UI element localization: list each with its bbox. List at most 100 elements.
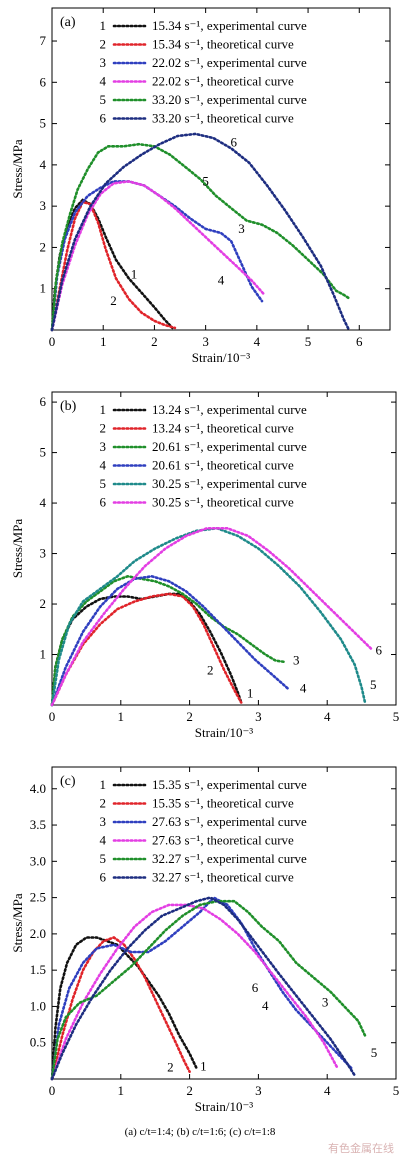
y-tick-label: 1.5 (30, 962, 46, 977)
series-line-6 (50, 527, 374, 707)
legend-entry: 32.27 s⁻¹, experimental curve (152, 851, 307, 866)
legend-number: 2 (100, 421, 107, 436)
curve-label: 1 (131, 266, 138, 281)
legend-number: 6 (100, 870, 107, 885)
legend-number: 2 (100, 37, 107, 52)
y-tick-label: 1 (40, 647, 47, 662)
curve-label: 6 (231, 134, 238, 149)
x-tick-label: 3 (255, 709, 262, 724)
y-axis-label: Stress/MPa (10, 519, 25, 578)
curve-label: 1 (247, 685, 254, 700)
y-tick-label: 2 (40, 596, 47, 611)
x-tick-label: 1 (118, 1083, 125, 1098)
legend-number: 5 (100, 851, 107, 866)
legend-number: 6 (100, 111, 107, 126)
legend-number: 5 (100, 476, 107, 491)
curve-label: 4 (262, 998, 269, 1013)
legend-entry: 13.24 s⁻¹, theoretical curve (152, 421, 294, 436)
series-line-2 (50, 200, 177, 332)
series-line-5 (50, 142, 352, 332)
legend-number: 3 (100, 814, 107, 829)
y-tick-label: 5 (40, 445, 47, 460)
curve-label: 2 (110, 293, 117, 308)
x-tick-label: 0 (49, 709, 56, 724)
x-tick-label: 5 (393, 1083, 400, 1098)
curve-label: 2 (207, 663, 214, 678)
y-tick-label: 5 (40, 116, 47, 131)
series-line-3 (50, 180, 264, 332)
curve-label: 6 (252, 980, 259, 995)
plot-frame (51, 7, 391, 331)
legend-number: 1 (100, 402, 107, 417)
x-tick-label: 0 (49, 1083, 56, 1098)
plot-frame (51, 766, 397, 1080)
legend-number: 3 (100, 439, 107, 454)
x-axis-label: Strain/10⁻³ (195, 1099, 254, 1114)
y-tick-label: 3.5 (30, 817, 46, 832)
y-tick-label: 3 (40, 198, 47, 213)
series-line-4 (50, 574, 291, 707)
watermark: 有色金属在线 (328, 1142, 394, 1155)
y-tick-label: 1 (40, 281, 47, 296)
legend-entry: 22.02 s⁻¹, experimental curve (152, 55, 307, 70)
y-tick-label: 0.5 (30, 1035, 46, 1050)
legend-number: 1 (100, 777, 107, 792)
x-tick-label: 0 (49, 334, 56, 349)
legend-entry: 27.63 s⁻¹, theoretical curve (152, 833, 294, 848)
x-tick-label: 1 (100, 334, 107, 349)
x-tick-label: 4 (254, 334, 261, 349)
legend-entry: 27.63 s⁻¹, experimental curve (152, 814, 307, 829)
series-line-5 (50, 899, 367, 1081)
y-tick-label: 4.0 (30, 781, 46, 796)
x-axis-label: Strain/10⁻³ (192, 350, 251, 365)
legend-entry: 13.24 s⁻¹, experimental curve (152, 402, 307, 417)
y-tick-label: 3.0 (30, 853, 46, 868)
y-tick-label: 2 (40, 239, 47, 254)
legend-entry: 20.61 s⁻¹, theoretical curve (152, 458, 294, 473)
legend-number: 4 (100, 74, 107, 89)
x-tick-label: 6 (356, 334, 363, 349)
legend-number: 1 (100, 18, 107, 33)
panel-label: (a) (60, 15, 76, 30)
x-tick-label: 3 (202, 334, 209, 349)
curve-label: 5 (202, 174, 209, 189)
legend-entry: 30.25 s⁻¹, theoretical curve (152, 495, 294, 510)
curve-label: 6 (376, 643, 383, 658)
legend-number: 4 (100, 833, 107, 848)
curve-label: 3 (293, 653, 300, 668)
y-tick-label: 4 (40, 495, 47, 510)
legend-number: 4 (100, 458, 107, 473)
x-tick-label: 2 (186, 709, 193, 724)
y-tick-label: 1.0 (30, 998, 46, 1013)
y-tick-label: 4 (40, 157, 47, 172)
plot-frame (51, 391, 397, 706)
legend-number: 6 (100, 495, 107, 510)
curve-label: 4 (218, 273, 225, 288)
y-tick-label: 3 (40, 546, 47, 561)
panel-label: (c) (60, 774, 76, 789)
x-tick-label: 4 (324, 1083, 331, 1098)
x-tick-label: 5 (305, 334, 312, 349)
series-line-2 (50, 592, 243, 707)
x-tick-label: 5 (393, 709, 400, 724)
y-axis-label: Stress/MPa (10, 139, 25, 198)
legend-entry: 15.34 s⁻¹, theoretical curve (152, 37, 294, 52)
curve-label: 3 (238, 221, 245, 236)
curve-label: 2 (167, 1060, 174, 1075)
y-tick-label: 7 (40, 33, 47, 48)
x-tick-label: 2 (151, 334, 158, 349)
curve-label: 5 (370, 677, 377, 692)
y-tick-label: 2.5 (30, 890, 46, 905)
x-tick-label: 3 (255, 1083, 262, 1098)
legend-number: 5 (100, 92, 107, 107)
curve-label: 3 (322, 994, 329, 1009)
y-tick-label: 2.0 (30, 926, 46, 941)
panel-c: 0 1 2 3 4 5 0.5 1.0 1.5 2.0 2.5 3.0 3.5 4.0 Strain/10⁻… (10, 766, 400, 1114)
y-axis-label: Stress/MPa (10, 893, 25, 952)
legend-entry: 22.02 s⁻¹, theoretical curve (152, 74, 294, 89)
x-axis-label: Strain/10⁻³ (195, 725, 254, 740)
legend-entry: 30.25 s⁻¹, experimental curve (152, 476, 307, 491)
series-line-6 (50, 896, 356, 1081)
